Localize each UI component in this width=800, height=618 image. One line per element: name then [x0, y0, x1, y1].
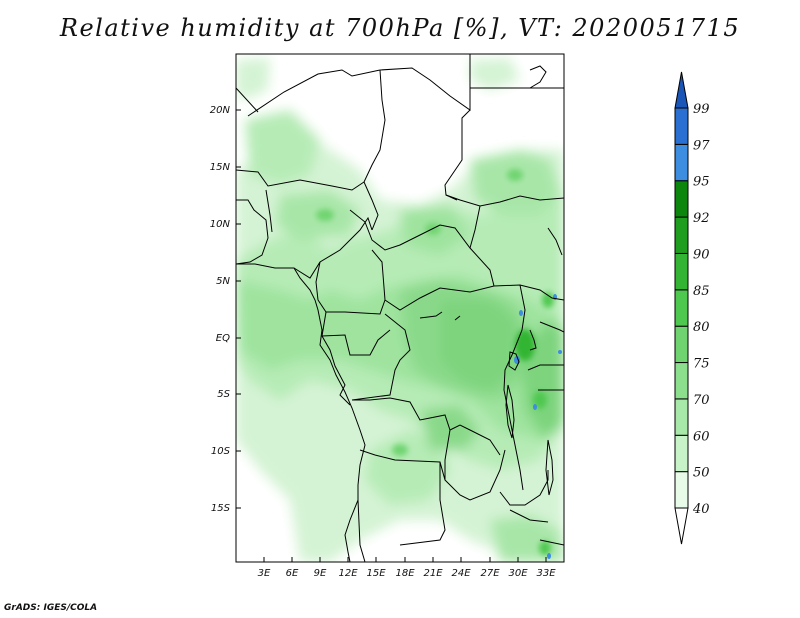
colorbar-segment	[674, 180, 689, 218]
lat-label: 15S	[211, 503, 231, 514]
lon-label: 3E	[258, 568, 271, 579]
lon-label: 27E	[480, 568, 500, 579]
lat-label: 5N	[216, 276, 230, 287]
lon-label: 24E	[451, 568, 471, 579]
country-borders	[236, 54, 564, 562]
colorbar-label: 90	[693, 247, 710, 262]
colorbar-label: 40	[692, 502, 710, 517]
lat-label: 5S	[217, 389, 230, 400]
lat-label: 20N	[210, 105, 231, 116]
colorbar-label: 92	[693, 211, 710, 226]
colorbar-segment	[674, 398, 689, 436]
lon-label: 30E	[508, 568, 528, 579]
colorbar-segment	[674, 362, 689, 400]
colorbar-segment	[674, 471, 689, 509]
humidity-field	[236, 54, 564, 562]
colorbar-segment	[674, 216, 689, 254]
lon-label: 9E	[314, 568, 327, 579]
lat-label: 10S	[211, 446, 231, 457]
colorbar-segment	[674, 325, 689, 364]
colorbar-segment	[674, 434, 689, 473]
colorbar-label: 99	[693, 102, 710, 117]
colorbar-label: 50	[693, 466, 710, 481]
colorbar-label: 97	[693, 138, 710, 153]
lon-label: 18E	[395, 568, 415, 579]
longitude-axis: 3E 6E 9E 12E 15E 18E 21E 24E 27E 30E 33E	[258, 557, 556, 579]
latitude-axis: 20N 15N 10N 5N EQ 5S 10S 15S	[210, 105, 241, 514]
lat-label: EQ	[216, 333, 230, 344]
map-frame	[235, 53, 565, 563]
colorbar-segment	[674, 252, 689, 291]
colorbar-segment	[674, 143, 689, 182]
colorbar-label: 75	[693, 357, 710, 372]
lon-label: 12E	[338, 568, 358, 579]
grads-credit: GrADS: IGES/COLA	[4, 603, 98, 613]
colorbar-label: 85	[693, 284, 710, 299]
colorbar-segment	[674, 289, 689, 327]
lon-label: 15E	[366, 568, 386, 579]
lat-label: 15N	[210, 162, 231, 173]
colorbar-segment	[674, 71, 689, 109]
colorbar: 40 50 60 70 75 80 85 90 92 95 97 99	[674, 71, 710, 545]
colorbar-label: 80	[693, 320, 710, 335]
lon-label: 21E	[423, 568, 443, 579]
colorbar-segment	[674, 107, 689, 145]
lon-label: 6E	[286, 568, 299, 579]
colorbar-label: 70	[693, 393, 710, 408]
lat-label: 10N	[210, 219, 231, 230]
colorbar-segment	[674, 507, 689, 545]
chart-title: Relative humidity at 700hPa [%], VT: 202…	[59, 14, 741, 42]
colorbar-label: 60	[693, 429, 710, 444]
colorbar-label: 95	[693, 175, 710, 190]
lon-label: 33E	[536, 568, 556, 579]
